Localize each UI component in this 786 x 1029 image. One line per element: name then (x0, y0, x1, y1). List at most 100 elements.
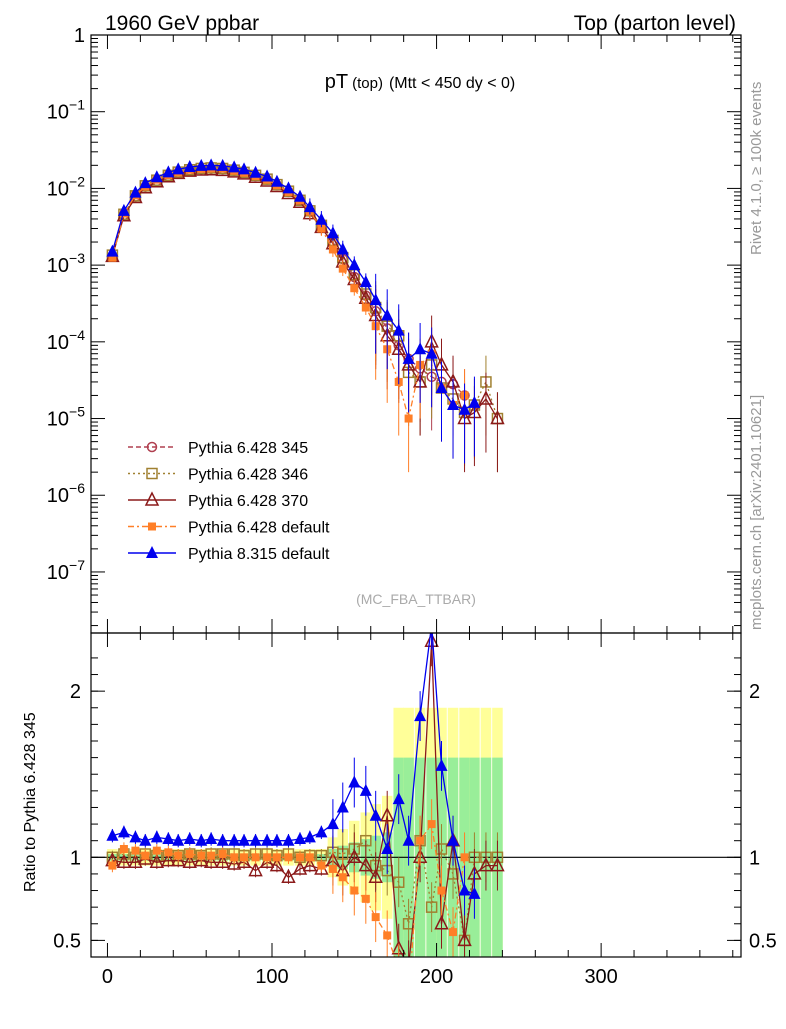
data-point (326, 226, 339, 239)
legend-entry: Pythia 6.428 370 (128, 491, 308, 510)
ratio-point (106, 828, 119, 841)
data-point (249, 165, 262, 178)
ratio-point (383, 931, 392, 940)
ratio-point (449, 928, 458, 937)
rivet-version-label: Rivet 4.1.0, ≥ 100k events (748, 82, 765, 255)
ratio-point (326, 817, 339, 830)
ratio-y-tick-label: 1 (70, 847, 81, 869)
ratio-point (263, 853, 272, 862)
ratio-point (248, 861, 263, 877)
ratio-point (416, 836, 425, 845)
data-point (404, 414, 413, 423)
ratio-point (315, 825, 328, 838)
ratio-point (172, 833, 185, 846)
legend-marker (144, 491, 160, 506)
data-point (303, 200, 316, 213)
ratio-point (249, 833, 262, 846)
ratio-point (139, 833, 152, 846)
data-point (402, 351, 415, 364)
series-line (111, 167, 465, 419)
x-tick-label: 0 (102, 966, 113, 988)
series-pythia-6-428-default (108, 164, 469, 473)
data-point (129, 185, 142, 198)
ratio-point (369, 808, 382, 821)
ratio-point (414, 709, 427, 722)
ratio-point (281, 868, 296, 883)
ratio-point (490, 856, 505, 872)
ratio-point (468, 886, 481, 899)
y-tick-label: 10−2 (47, 173, 85, 200)
ratio-point (195, 833, 208, 846)
ratio-point (295, 853, 304, 862)
data-point (205, 158, 218, 171)
legend: Pythia 6.428 345 Pythia 6.428 346 Pythia 6… (128, 440, 330, 563)
data-point (270, 174, 283, 187)
legend-marker (146, 467, 158, 480)
ratio-y-axis-label: Ratio to Pythia 6.428 345 (22, 712, 39, 892)
ratio-point (434, 915, 449, 930)
data-point (106, 244, 119, 257)
data-point (359, 275, 372, 288)
data-point (172, 162, 185, 175)
ratio-point (348, 775, 361, 788)
series-pythia-8-315-default (106, 158, 481, 464)
ratio-point (284, 853, 293, 862)
y-tick-label: 1 (74, 25, 85, 47)
header-left-label: 1960 GeV ppbar (105, 12, 259, 35)
ratio-point (392, 876, 405, 888)
ratio-point (207, 851, 216, 860)
ratio-point (182, 853, 197, 869)
ratio-point (164, 848, 173, 857)
ratio-y-tick-label: 2 (70, 681, 81, 703)
ratio-point (302, 856, 318, 872)
ratio-point (435, 843, 448, 855)
data-point (162, 165, 175, 178)
ratio-point (395, 965, 403, 973)
ratio-point (261, 833, 274, 846)
ratio-point (359, 783, 372, 796)
ratio-point (150, 830, 163, 843)
data-point (216, 158, 229, 171)
ratio-series-pythia-6-428-default (108, 799, 469, 999)
legend-marker (146, 546, 158, 558)
legend-label: Pythia 6.428 default (188, 520, 330, 537)
ratio-series-pythia-8-315-default (106, 633, 481, 919)
data-point (139, 176, 152, 189)
ratio-y-tick-label-right: 0.5 (749, 930, 777, 952)
ratio-point (272, 853, 281, 862)
data-point (117, 203, 130, 216)
ratio-point (402, 833, 415, 846)
ratio-point (152, 846, 161, 855)
series-pythia-6-428-345 (107, 163, 470, 450)
ratio-point (405, 991, 413, 999)
legend-entry: Pythia 6.428 default (128, 520, 330, 537)
data-point (490, 409, 505, 425)
data-point (381, 308, 394, 321)
data-point (458, 402, 471, 415)
data-point (293, 189, 306, 202)
data-point (261, 169, 274, 182)
series-pythia-6-428-346 (106, 162, 504, 473)
ratio-y-tick-label-right: 1 (749, 847, 760, 869)
ratio-point (197, 851, 206, 860)
x-tick-label: 100 (255, 966, 288, 988)
axes: 10−7 10−6 10−5 10−4 10−3 10−2 10−1 1 0 100 200 300 0… (47, 25, 777, 988)
y-tick-label: 10−1 (47, 97, 85, 124)
ratio-point (226, 855, 242, 870)
ratio-point (317, 861, 326, 870)
ratio-point (240, 853, 249, 862)
ratio-point (108, 861, 117, 870)
data-point (195, 158, 208, 171)
ratio-point (371, 913, 380, 922)
legend-label: Pythia 6.428 346 (188, 467, 308, 484)
ratio-point (205, 832, 218, 845)
data-point (348, 258, 361, 271)
y-tick-label: 10−6 (47, 480, 85, 507)
data-point (150, 170, 163, 183)
ratio-point (162, 832, 175, 845)
plot-title-sub: (top) (352, 75, 383, 92)
mcplots-label: mcplots.cern.ch [arXiv:2401.10621] (748, 395, 765, 630)
ratio-point (251, 853, 260, 862)
ratio-point (119, 845, 128, 853)
